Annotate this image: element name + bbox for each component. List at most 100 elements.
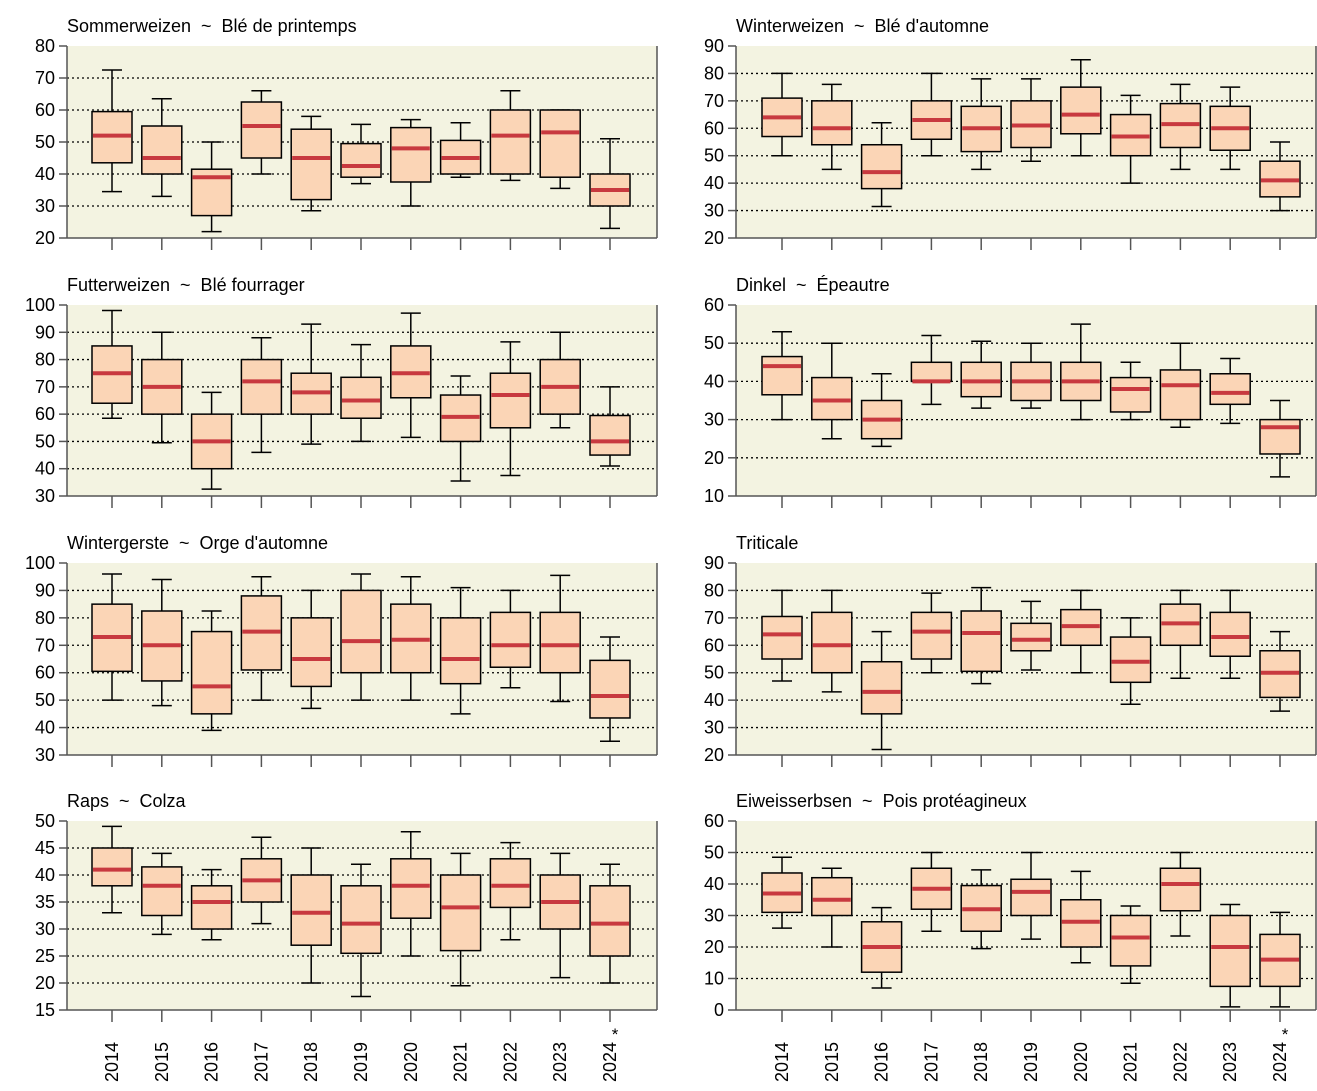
box-2024 xyxy=(1259,911,1301,1008)
box-iqr xyxy=(589,659,631,719)
box-2023 xyxy=(539,852,581,979)
box-2019 xyxy=(340,123,382,185)
box-iqr xyxy=(439,874,482,952)
box-2024 xyxy=(1259,630,1301,712)
panel-4: 30 40 50 60 70 80 90 100 Wintergerste ~ Orge d'a… xyxy=(25,533,658,767)
box-2019 xyxy=(340,863,382,998)
box-2024 xyxy=(589,138,631,230)
x-tick-label: 2015 xyxy=(822,1042,842,1082)
x-tick-label: 2021 xyxy=(451,1042,471,1082)
box-2016 xyxy=(190,391,233,490)
box-2024 xyxy=(589,636,631,743)
box-iqr xyxy=(190,630,233,715)
y-tick-label: 60 xyxy=(35,404,55,424)
box-2014 xyxy=(761,330,803,421)
box-2023 xyxy=(539,574,581,703)
box-2016 xyxy=(860,373,903,448)
y-tick-label: 90 xyxy=(35,580,55,600)
x-tick-label: 2018 xyxy=(971,1042,991,1082)
box-iqr xyxy=(190,885,233,930)
box-2019 xyxy=(1010,851,1052,940)
box-2021 xyxy=(1109,617,1152,706)
box-iqr xyxy=(340,142,382,178)
y-tick-label: 20 xyxy=(35,973,55,993)
box-iqr xyxy=(290,617,332,688)
box-2015 xyxy=(141,98,183,198)
box-2021 xyxy=(439,375,482,482)
box-2019 xyxy=(340,573,382,701)
panel-0: 20 30 40 50 60 70 80 Sommerweizen ~ Blé de prin… xyxy=(35,16,658,250)
box-2014 xyxy=(761,72,803,157)
y-tick-label: 40 xyxy=(704,874,724,894)
box-2014 xyxy=(91,825,133,914)
box-2020 xyxy=(390,831,432,957)
box-2019 xyxy=(1010,78,1052,162)
box-iqr xyxy=(489,611,532,668)
y-tick-label: 20 xyxy=(704,448,724,468)
y-tick-label: 30 xyxy=(35,919,55,939)
box-2015 xyxy=(811,589,853,693)
y-tick-label: 50 xyxy=(704,146,724,166)
chart-title: Sommerweizen ~ Blé de printemps xyxy=(67,16,357,36)
y-tick-label: 35 xyxy=(35,892,55,912)
x-tick-annotation: * xyxy=(1282,1025,1289,1044)
box-2017 xyxy=(910,334,953,406)
box-2015 xyxy=(811,83,853,171)
box-iqr xyxy=(340,589,382,674)
y-tick-label: 30 xyxy=(35,196,55,216)
y-tick-label: 50 xyxy=(704,333,724,353)
y-tick-label: 60 xyxy=(704,811,724,831)
panel-7: 0 10 20 30 40 50 60 Eiweisserbsen ~ Pois protéa… xyxy=(704,791,1317,1082)
x-tick-label: 2015 xyxy=(152,1042,172,1082)
box-2020 xyxy=(390,118,432,207)
box-2016 xyxy=(860,122,903,208)
y-tick-label: 70 xyxy=(704,91,724,111)
y-tick-label: 20 xyxy=(704,228,724,248)
y-tick-label: 25 xyxy=(35,946,55,966)
box-2017 xyxy=(240,90,283,175)
box-iqr xyxy=(539,611,581,674)
box-2022 xyxy=(489,841,532,941)
box-2020 xyxy=(1060,58,1102,157)
box-2014 xyxy=(91,309,133,419)
y-tick-label: 50 xyxy=(35,132,55,152)
y-tick-label: 0 xyxy=(714,1000,724,1020)
box-2023 xyxy=(1209,357,1251,425)
y-tick-label: 10 xyxy=(704,486,724,506)
chart-title: Wintergerste ~ Orge d'automne xyxy=(67,533,328,553)
box-2020 xyxy=(1060,323,1102,421)
box-iqr xyxy=(340,376,382,419)
box-iqr xyxy=(761,615,803,660)
box-iqr xyxy=(860,660,903,715)
box-2018 xyxy=(290,847,332,984)
box-2015 xyxy=(811,867,853,948)
box-2017 xyxy=(240,336,283,454)
y-tick-label: 60 xyxy=(35,663,55,683)
box-2016 xyxy=(860,906,903,989)
box-iqr xyxy=(1109,914,1152,967)
y-tick-label: 70 xyxy=(704,608,724,628)
x-tick-label: 2023 xyxy=(1220,1042,1240,1082)
box-2020 xyxy=(390,312,432,439)
y-tick-label: 40 xyxy=(704,690,724,710)
box-2024 xyxy=(1259,399,1301,478)
box-2020 xyxy=(1060,870,1102,964)
x-tick-label: 2022 xyxy=(1170,1042,1190,1082)
box-2019 xyxy=(1010,342,1052,409)
box-iqr xyxy=(141,125,183,175)
box-2021 xyxy=(439,852,482,987)
y-tick-label: 30 xyxy=(704,410,724,430)
box-iqr xyxy=(1010,622,1052,652)
box-2024 xyxy=(589,386,631,467)
y-tick-label: 20 xyxy=(704,745,724,765)
box-2017 xyxy=(240,575,283,701)
x-tick-label: 2019 xyxy=(1021,1042,1041,1082)
panel-1: 20 30 40 50 60 70 80 90 Winterweizen ~ Blé d'aut… xyxy=(704,16,1317,250)
box-iqr xyxy=(1159,369,1202,421)
box-iqr xyxy=(390,858,432,919)
y-tick-label: 10 xyxy=(704,969,724,989)
x-tick-label: 2023 xyxy=(550,1042,570,1082)
y-tick-label: 15 xyxy=(35,1000,55,1020)
box-iqr xyxy=(1109,376,1152,413)
